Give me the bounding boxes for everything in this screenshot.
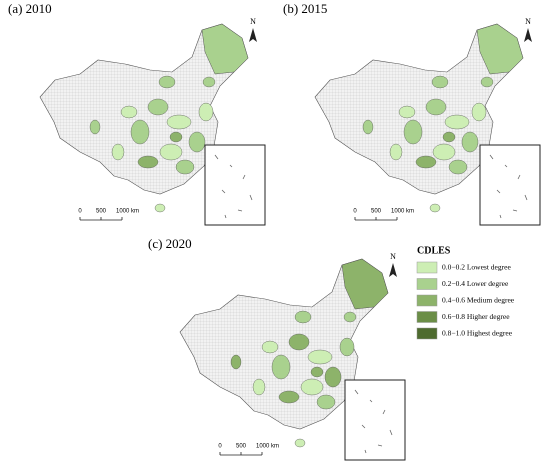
inset-box [204,144,266,226]
scale-bar [79,217,123,221]
scale-label: 0 [353,209,357,215]
region [480,76,494,88]
map [179,258,389,448]
north-label: N [525,17,531,26]
region [130,119,150,145]
island [429,203,441,213]
legend-label: 0.4−0.6 Medium degree [442,296,515,305]
scale-label: 500 [96,209,107,215]
scale-label: 1000 km [391,209,414,215]
map-panel: (a) 2010 N 0 500 1000 km [8,1,266,226]
region [415,155,437,169]
scale-label: 500 [236,444,247,450]
scale-bar [354,217,398,221]
north-arrow [524,28,532,42]
region [403,119,423,145]
scale-label: 1000 km [256,444,279,450]
region [398,105,416,119]
region [230,354,242,370]
scale-label: 500 [371,209,382,215]
panel-label: (c) 2020 [148,236,192,251]
region [120,105,138,119]
region [252,378,266,396]
region [169,131,183,143]
north-label: N [250,17,256,26]
inset-box [344,379,406,461]
map-panel: (c) 2020 N 0 500 1000 km [148,236,406,461]
region [89,119,101,135]
region [158,75,176,89]
region [324,366,342,388]
region [316,394,336,410]
north-arrow [389,263,397,277]
northeast-region [341,258,389,310]
legend-title: CDLES [417,245,451,256]
region [111,143,125,161]
region [288,333,310,351]
northeast-region [201,23,249,75]
legend-swatch [416,261,438,274]
inset-islands [489,154,528,219]
region [448,159,468,175]
region [343,311,357,323]
region [471,102,487,122]
legend-label: 0.2−0.4 Lower degree [442,279,509,288]
panel-label: (b) 2015 [283,1,327,16]
region [444,114,470,130]
legend-label: 0.0−0.2 Lowest degree [442,263,511,272]
region [202,76,216,88]
region [339,337,355,357]
legend-label: 0.8−1.0 Highest degree [442,329,513,338]
region [307,349,333,365]
region [432,143,456,161]
region [198,102,214,122]
region [425,98,447,116]
region [166,114,192,130]
inset-islands [354,389,393,454]
map [39,23,249,213]
region [147,98,169,116]
northeast-region [476,23,524,75]
legend-swatch [416,311,438,323]
region [310,366,324,378]
island [294,438,306,448]
inset-islands [214,154,253,219]
legend-swatch [416,294,438,307]
scale-label: 0 [218,444,222,450]
region [389,143,403,161]
scale-label: 1000 km [116,209,139,215]
region [175,159,195,175]
region [278,390,300,404]
map [314,23,524,213]
map-panel: (b) 2015 N 0 500 1000 km [283,1,541,226]
legend-swatch [416,278,438,290]
region [442,131,456,143]
region [300,378,324,396]
north-label: N [390,252,396,261]
legend-swatch [416,327,438,340]
region [431,75,449,89]
region [137,155,159,169]
inset-box [479,144,541,226]
scale-bar [219,452,263,456]
legend-label: 0.6−0.8 Higher degree [442,312,510,321]
north-arrow [249,28,257,42]
legend: CDLES 0.0−0.2 Lowest degree 0.2−0.4 Lower … [416,245,515,340]
region [261,340,279,354]
scale-label: 0 [78,209,82,215]
panel-label: (a) 2010 [8,1,52,16]
region [188,131,206,153]
region [294,310,312,324]
region [271,354,291,380]
region [159,143,183,161]
region [362,119,374,135]
island [154,203,166,213]
region [461,131,479,153]
